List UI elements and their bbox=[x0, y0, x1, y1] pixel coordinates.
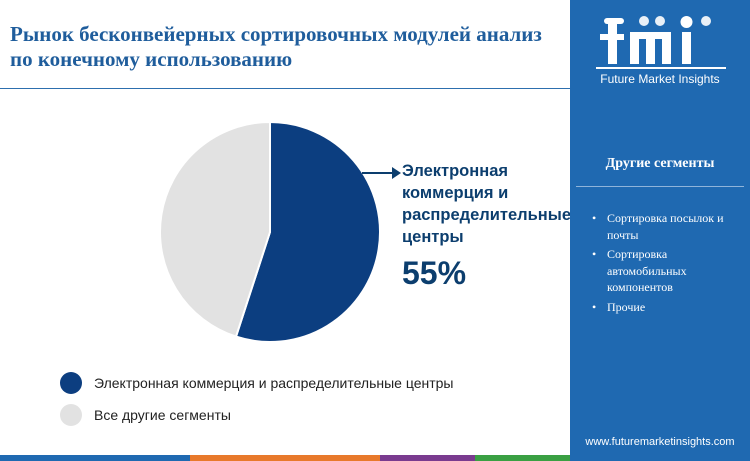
legend-item-ecommerce: Электронная коммерция и распределительны… bbox=[60, 371, 454, 395]
sidebar-divider bbox=[576, 186, 744, 187]
callout-value: 55% bbox=[402, 255, 467, 291]
legend-swatch-ecommerce bbox=[60, 372, 82, 394]
title-divider bbox=[0, 88, 570, 89]
other-segments-heading: Другие сегменты bbox=[605, 156, 715, 171]
brand-name: Future Market Insights bbox=[600, 72, 720, 86]
sidebar: Future Market Insights Другие сегменты С… bbox=[570, 0, 750, 461]
other-segments-list: Сортировка посылок и почты Сортировка ав… bbox=[590, 210, 740, 318]
pie-chart bbox=[159, 120, 381, 343]
page-title: Рынок бесконвейерных сортировочных модул… bbox=[10, 22, 542, 71]
fmi-logo bbox=[596, 16, 726, 69]
legend-label-ecommerce: Электронная коммерция и распределительны… bbox=[94, 375, 454, 391]
segment-item: Сортировка посылок и почты bbox=[590, 210, 740, 243]
segment-item: Сортировка автомобильных компонентов bbox=[590, 246, 740, 296]
legend-item-other: Все другие сегменты bbox=[60, 403, 454, 427]
pie-slice-ecommerce bbox=[234, 120, 381, 343]
bottom-color-bar bbox=[0, 455, 570, 461]
callout-label: Электронная коммерция и распределительны… bbox=[402, 162, 572, 246]
segment-item: Прочие bbox=[590, 299, 740, 316]
pie-slice-other bbox=[159, 120, 271, 338]
website-url: www.futuremarketinsights.com bbox=[585, 436, 735, 448]
legend: Электронная коммерция и распределительны… bbox=[60, 371, 454, 435]
legend-swatch-other bbox=[60, 404, 82, 426]
callout-arrow-icon bbox=[362, 167, 401, 179]
legend-label-other: Все другие сегменты bbox=[94, 407, 231, 423]
